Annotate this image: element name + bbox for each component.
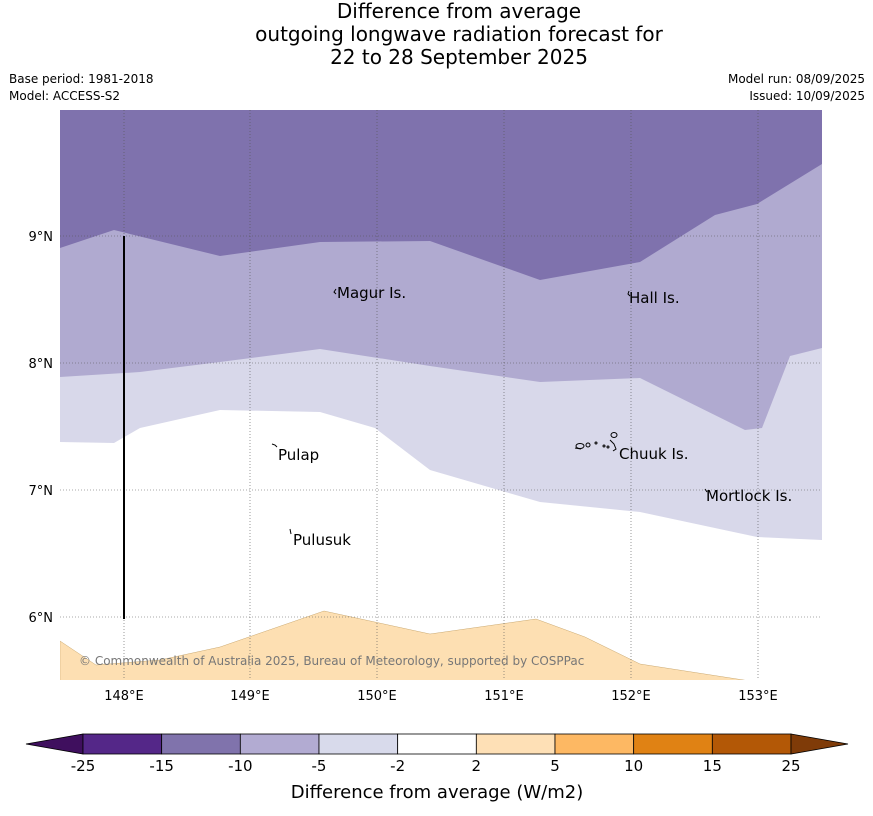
light-orange-band	[60, 610, 746, 680]
colorbar-tick-label: -5	[312, 757, 327, 775]
lat-label-8n: 8°N	[29, 357, 54, 372]
place-label-chuuk: Chuuk Is.	[619, 445, 688, 463]
colorbar-tick-label: 2	[472, 757, 482, 775]
lon-label-148e: 148°E	[104, 689, 144, 704]
colorbar-extend-high	[790, 733, 849, 755]
place-label-pulusuk: Pulusuk	[293, 531, 351, 549]
meta-right: Model run: 08/09/2025 Issued: 10/09/2025	[728, 71, 865, 105]
mortlock-island-shape	[704, 488, 708, 493]
colorbar-segment	[239, 733, 320, 755]
place-label-hall: Hall Is.	[629, 289, 680, 307]
colorbar-tick-label: 15	[703, 757, 722, 775]
map-title: Difference from average outgoing longwav…	[0, 0, 873, 69]
pulap-island-shape	[271, 443, 278, 448]
lon-label-153e: 153°E	[738, 689, 778, 704]
title-line-1: Difference from average	[336, 0, 582, 23]
lon-label-151e: 151°E	[484, 689, 524, 704]
island-outlines	[271, 288, 708, 535]
colorbar-tick-label: 5	[550, 757, 560, 775]
chuuk-island-shapes	[574, 432, 618, 452]
issued-text: Issued: 10/09/2025	[749, 89, 865, 103]
colorbar-segment	[711, 733, 792, 755]
lat-label-9n: 9°N	[29, 230, 54, 245]
copyright-text: © Commonwealth of Australia 2025, Bureau…	[79, 654, 584, 668]
meta-left: Base period: 1981-2018 Model: ACCESS-S2	[9, 71, 154, 105]
dark-purple-band	[60, 110, 822, 280]
place-label-mortlock: Mortlock Is.	[706, 487, 792, 505]
colorbar-tick-label: -10	[228, 757, 253, 775]
colorbar-tick-label: 10	[624, 757, 643, 775]
colorbar-segment	[161, 733, 241, 755]
map-area	[60, 110, 822, 680]
base-period-text: Base period: 1981-2018	[9, 72, 154, 86]
lon-label-149e: 149°E	[230, 689, 270, 704]
pulusuk-island-shape	[289, 528, 292, 535]
lat-label-7n: 7°N	[29, 484, 54, 499]
colorbar-tick-label: -2	[390, 757, 405, 775]
place-label-pulap: Pulap	[278, 446, 319, 464]
place-label-magur: Magur Is.	[337, 284, 406, 302]
colorbar-segment	[475, 733, 556, 755]
colorbar-segment	[397, 733, 477, 755]
colorbar-segment	[82, 733, 163, 755]
title-line-3: 22 to 28 September 2025	[330, 45, 588, 69]
colorbar-extend-low	[25, 733, 84, 755]
title-line-2: outgoing longwave radiation forecast for	[255, 22, 663, 46]
colorbar: -25 -15 -10 -5 -2 2 5 10 15 25 Difference from av…	[25, 733, 849, 803]
lat-label-6n: 6°N	[29, 611, 54, 626]
lon-label-152e: 152°E	[611, 689, 651, 704]
colorbar-segment	[554, 733, 635, 755]
magur-island-shape	[333, 288, 337, 295]
colorbar-tick-label: -25	[71, 757, 96, 775]
model-text: Model: ACCESS-S2	[9, 89, 121, 103]
colorbar-segment	[633, 733, 713, 755]
colorbar-segments	[82, 733, 792, 755]
colorbar-title: Difference from average (W/m2)	[291, 782, 583, 803]
colorbar-segment	[318, 733, 399, 755]
colorbar-tick-label: -15	[149, 757, 174, 775]
lon-label-150e: 150°E	[357, 689, 397, 704]
hall-island-shape	[627, 290, 631, 297]
colorbar-tick-labels: -25 -15 -10 -5 -2 2 5 10 15 25	[71, 757, 801, 775]
colorbar-tick-label: 25	[781, 757, 800, 775]
model-run-text: Model run: 08/09/2025	[727, 72, 865, 86]
